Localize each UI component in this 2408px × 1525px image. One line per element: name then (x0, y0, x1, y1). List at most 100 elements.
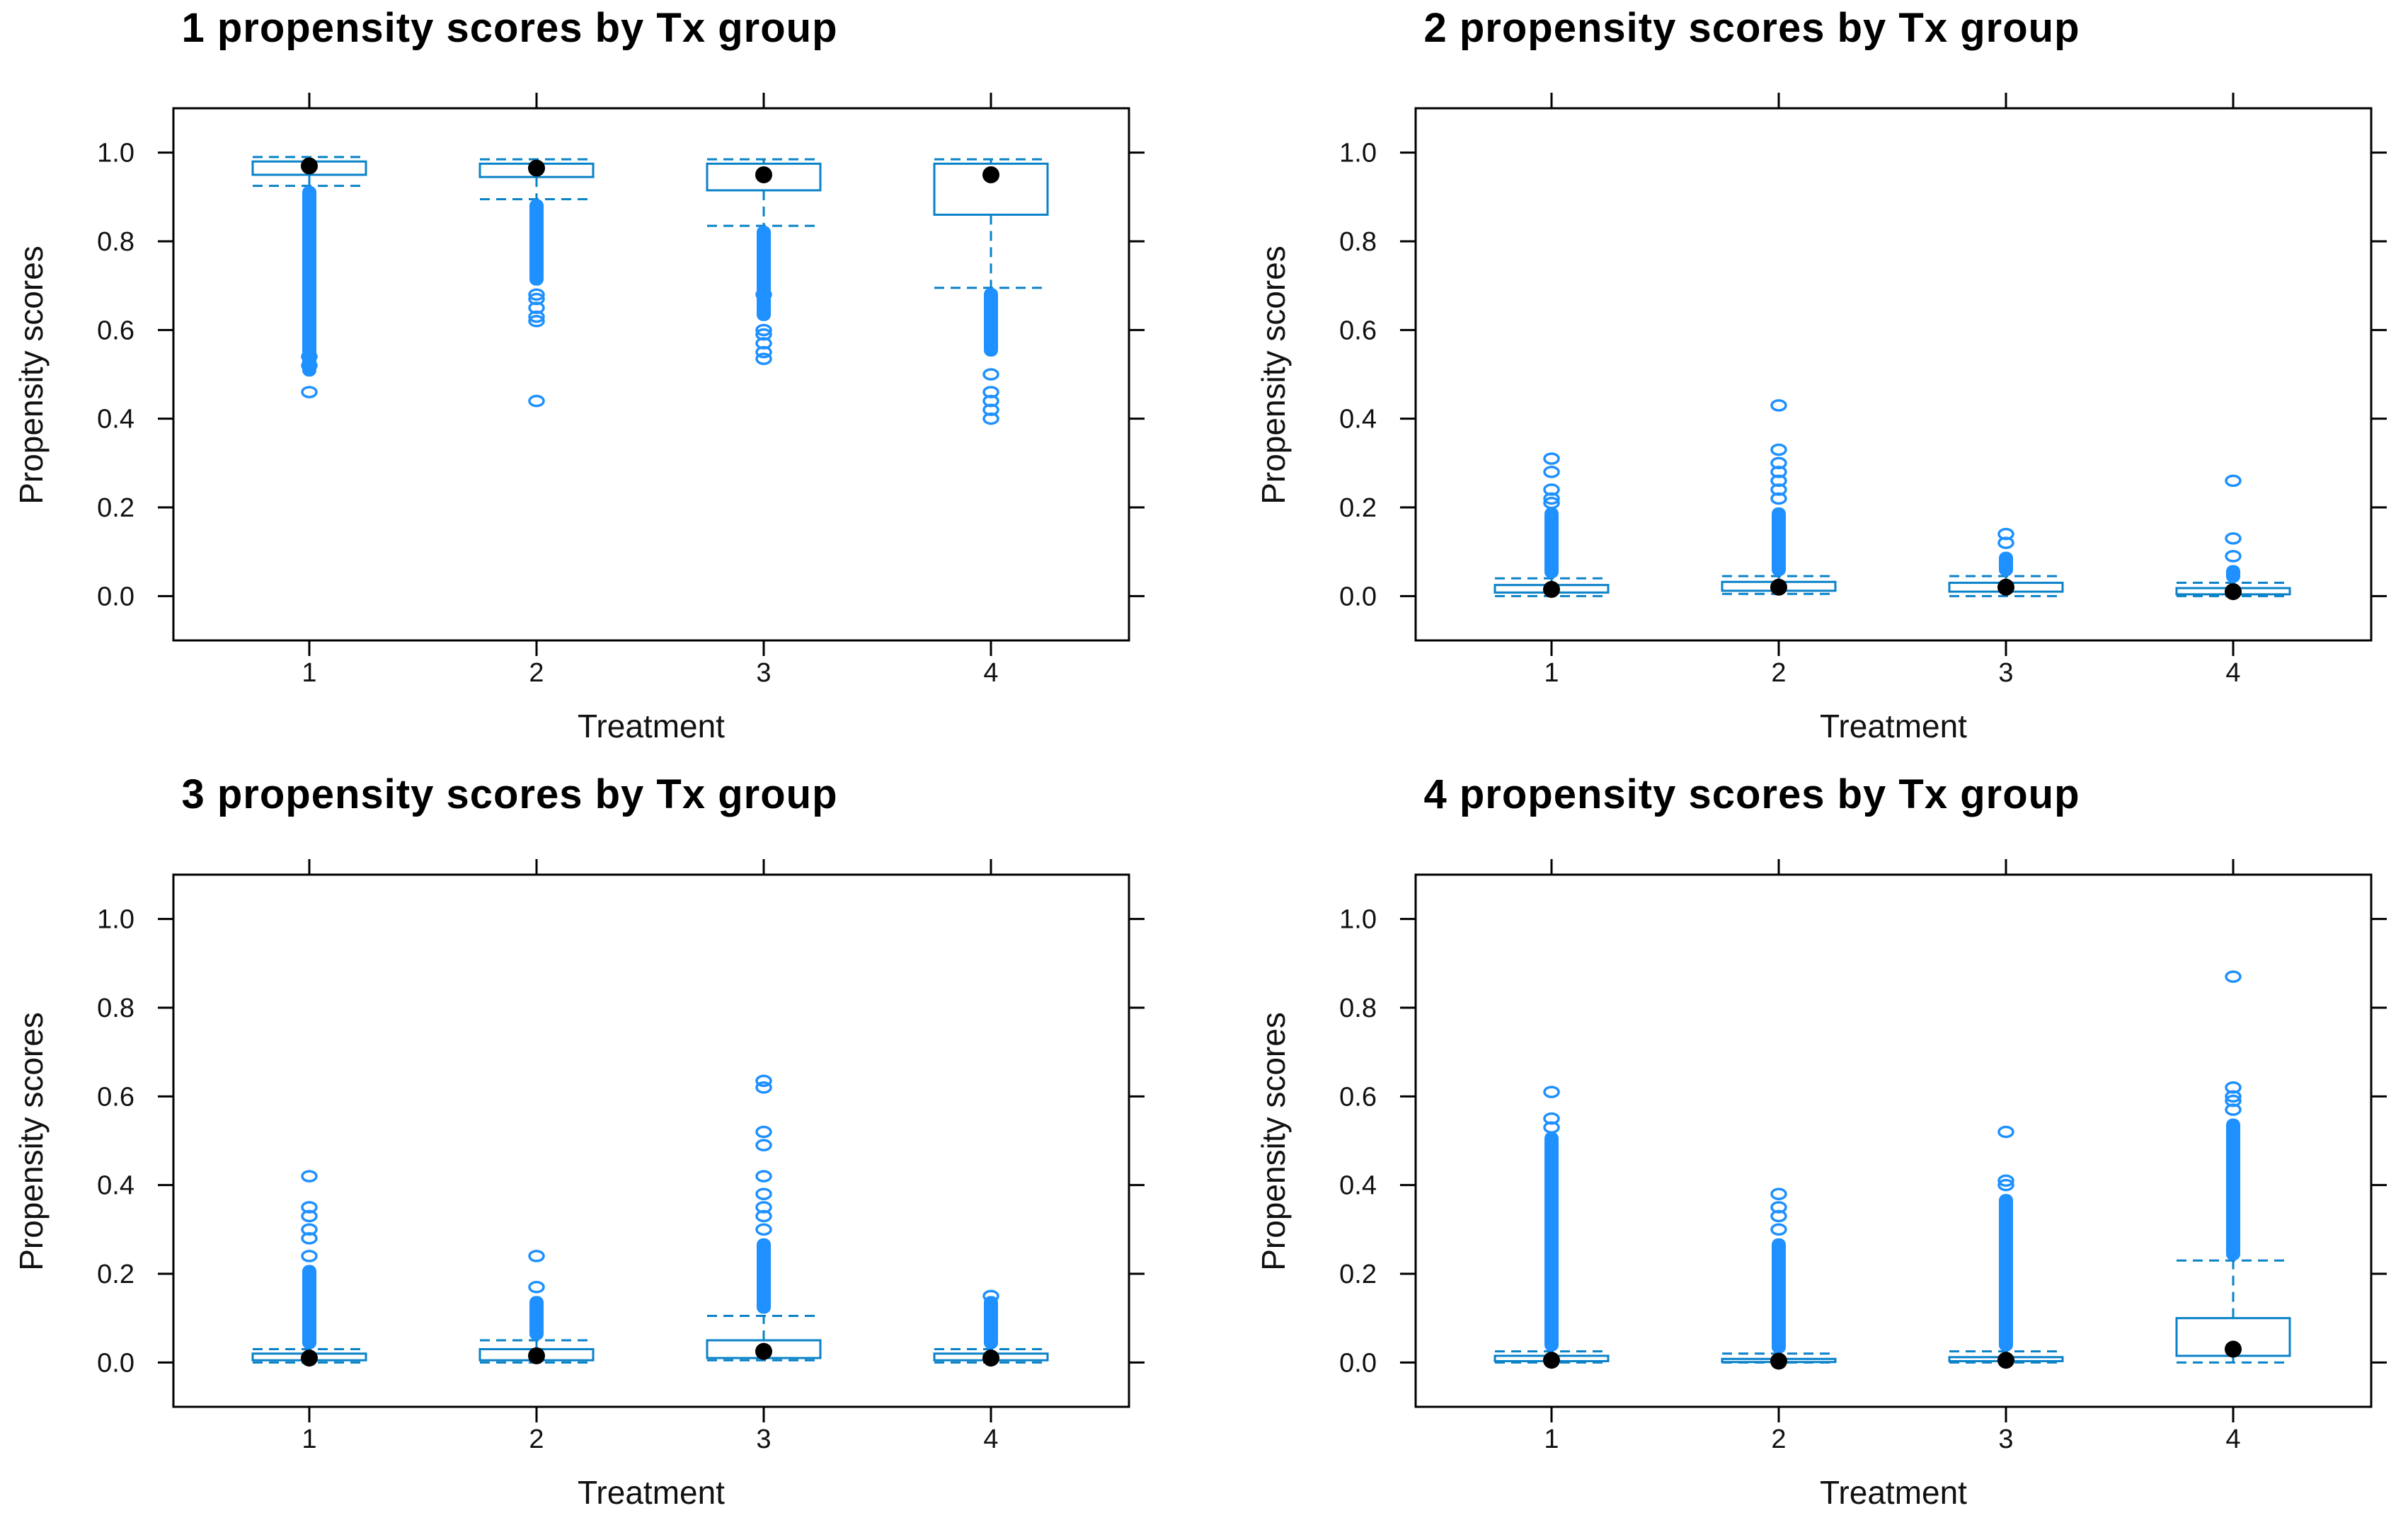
outlier-point (301, 1201, 318, 1214)
outlier-band (984, 1296, 998, 1350)
x-tick-label: 2 (1771, 658, 1786, 688)
outlier-point (528, 394, 545, 408)
chart-title: 4 propensity scores by Tx group (1423, 771, 2080, 817)
plot-frame (1414, 873, 2373, 1408)
x-axis-title: Treatment (1820, 708, 1967, 744)
median-point (2225, 583, 2242, 601)
outlier-point (528, 1281, 545, 1294)
median-point (1543, 1352, 1560, 1369)
outlier-point (755, 328, 772, 341)
x-tick-label: 3 (1998, 658, 2013, 688)
outlier-point (301, 1250, 318, 1262)
outlier-point (755, 1187, 772, 1200)
outlier-point (2225, 970, 2242, 983)
x-tick-label: 4 (983, 1425, 998, 1454)
outlier-point (1770, 1223, 1787, 1236)
y-tick-label: 0.6 (97, 1082, 134, 1112)
plot-frame (172, 107, 1130, 642)
chart-svg: 0.0 0.2 0.4 0.6 0.8 1.0 1 2 3 4 Treatment Propensit… (13, 859, 1145, 1511)
x-tick-label: 1 (302, 658, 316, 688)
x-tick-label: 4 (2225, 658, 2240, 688)
y-tick-label: 1.0 (97, 139, 134, 168)
y-tick-label: 0.4 (1339, 405, 1377, 435)
y-tick-label: 0.2 (97, 493, 134, 523)
median-point (755, 166, 772, 183)
outlier-point (1770, 443, 1787, 456)
outlier-point (301, 350, 318, 363)
outlier-point (1770, 1187, 1787, 1200)
outlier-point (982, 1289, 999, 1303)
plot-frame (172, 873, 1130, 1408)
y-tick-label: 0.0 (97, 1348, 134, 1378)
outlier-point (755, 1201, 772, 1214)
outlier-band (1544, 507, 1559, 579)
y-tick-label: 0.8 (1339, 994, 1377, 1023)
chart-panel-3: 3 propensity scores by Tx group 0.0 0.2 0.… (0, 766, 1204, 1521)
outlier-point (528, 1250, 545, 1262)
median-point (1770, 1352, 1787, 1370)
y-tick-label: 0.2 (97, 1260, 134, 1289)
y-tick-label: 0.4 (97, 1171, 134, 1201)
x-tick-label: 3 (756, 1425, 771, 1454)
outlier-band (2226, 1118, 2240, 1261)
y-axis-title: Propensity scores (13, 1012, 50, 1271)
x-tick-label: 4 (2225, 1425, 2240, 1454)
x-tick-label: 3 (756, 658, 771, 688)
outlier-point (1997, 1174, 2014, 1187)
median-point (982, 166, 999, 183)
y-tick-label: 1.0 (1339, 139, 1377, 168)
y-tick-label: 0.6 (1339, 316, 1377, 345)
outlier-point (755, 352, 772, 365)
median-point (1543, 580, 1560, 598)
outlier-band (2226, 565, 2240, 583)
outlier-band (529, 1296, 544, 1340)
outlier-point (528, 292, 545, 306)
outlier-point (755, 1139, 772, 1152)
y-tick-label: 1.0 (1339, 905, 1377, 935)
outlier-point (982, 368, 999, 381)
x-axis-title: Treatment (578, 708, 725, 744)
outlier-point (2225, 532, 2242, 545)
chart-title: 3 propensity scores by Tx group (181, 771, 838, 817)
outlier-band (1999, 1194, 2013, 1352)
outlier-point (528, 288, 545, 301)
outlier-point (1543, 452, 1560, 465)
outlier-point (755, 323, 772, 337)
outlier-point (2225, 1081, 2242, 1094)
outlier-point (301, 386, 318, 398)
outlier-point (1543, 1112, 1560, 1125)
x-axis-title: Treatment (578, 1474, 725, 1511)
median-point (2225, 1340, 2242, 1358)
chart-panel-4: 4 propensity scores by Tx group 0.0 0.2 0.… (1242, 766, 2408, 1521)
y-axis-title: Propensity scores (13, 246, 50, 505)
median-point (1770, 578, 1787, 596)
outlier-point (2225, 474, 2242, 488)
y-tick-label: 0.2 (1339, 493, 1377, 523)
outlier-point (1770, 456, 1787, 470)
y-tick-label: 0.8 (1339, 227, 1377, 257)
outlier-band (984, 287, 998, 357)
y-tick-label: 0.0 (97, 582, 134, 611)
chart-title: 1 propensity scores by Tx group (181, 5, 838, 51)
chart-svg: 0.0 0.2 0.4 0.6 0.8 1.0 1 2 3 4 Treatment Propensit… (1255, 93, 2387, 744)
x-tick-label: 1 (1544, 658, 1559, 688)
outlier-point (1543, 496, 1560, 510)
outlier-band (302, 1265, 316, 1350)
outlier-point (755, 288, 772, 301)
x-tick-label: 1 (1544, 1425, 1559, 1454)
y-axis-title: Propensity scores (1255, 246, 1292, 505)
median-point (755, 1342, 772, 1360)
outlier-point (755, 1170, 772, 1182)
outlier-point (1543, 1086, 1560, 1098)
outlier-point (1543, 466, 1560, 478)
plot-frame (1414, 107, 2373, 642)
outlier-point (755, 1223, 772, 1236)
box (933, 162, 1049, 216)
outlier-point (1997, 527, 2014, 541)
x-tick-label: 2 (529, 658, 544, 688)
x-tick-label: 2 (1771, 1425, 1786, 1454)
outlier-point (528, 315, 545, 328)
outlier-point (2225, 550, 2242, 563)
x-tick-label: 4 (983, 658, 998, 688)
chart-panel-1: 1 propensity scores by Tx group 0.0 0.2 0.… (0, 0, 1204, 755)
